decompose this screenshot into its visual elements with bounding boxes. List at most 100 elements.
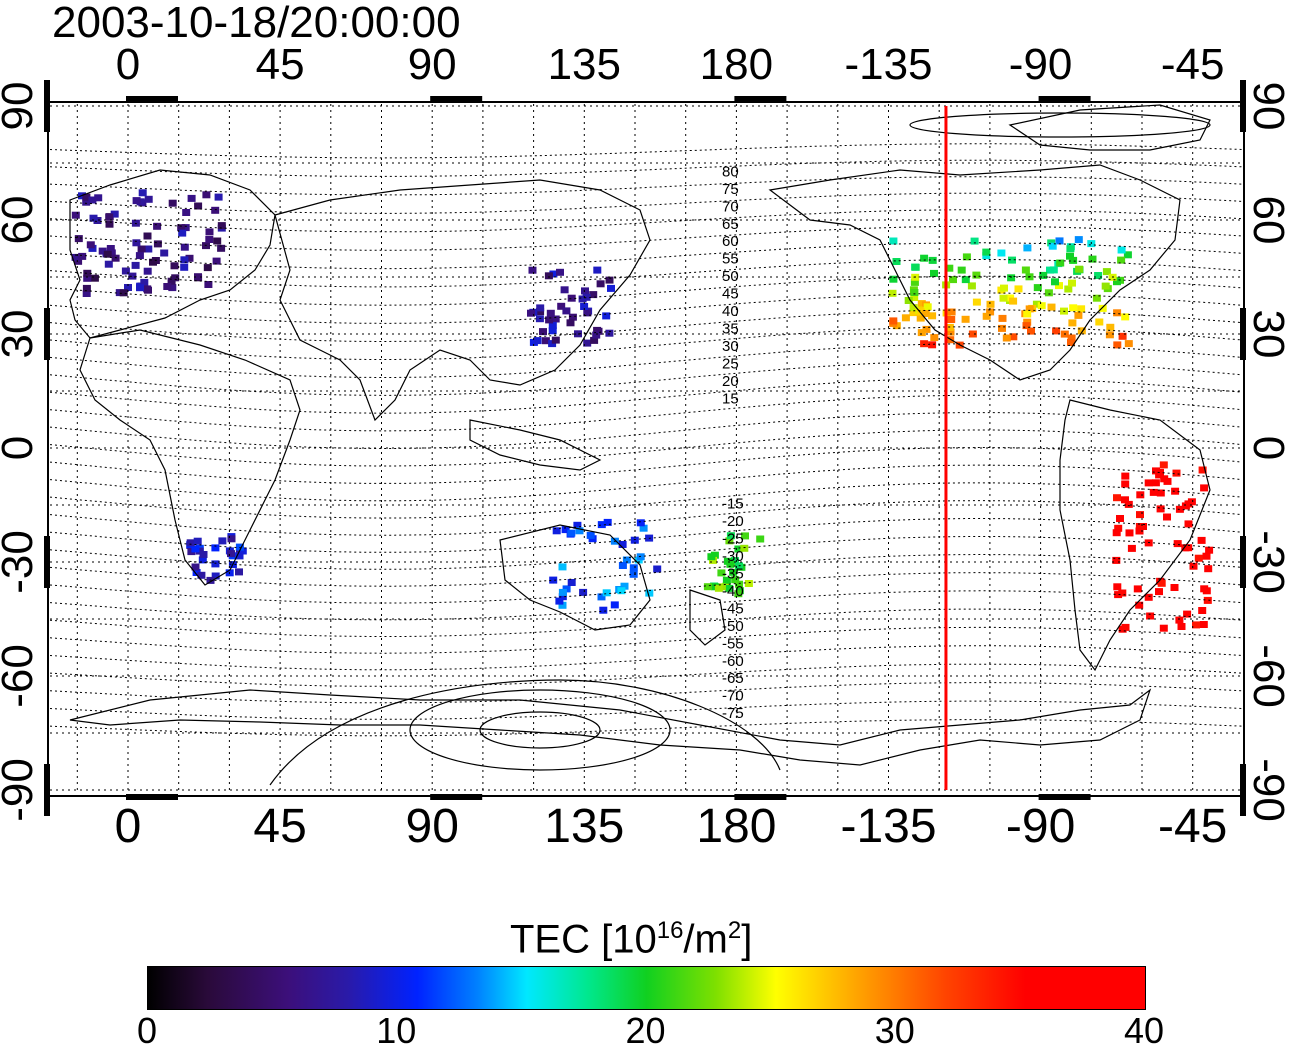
tec-cell [1074,236,1083,244]
tec-cell [622,556,631,564]
tec-cell [970,237,979,245]
tec-cell [1014,285,1023,293]
magnetic-contour [49,225,1243,251]
magnetic-contour [49,394,1243,432]
tec-cell [153,222,162,230]
tec-cell [1172,469,1181,477]
magnetic-contour [49,259,1243,288]
magnetic-contour [49,482,1243,519]
tec-cell [961,315,970,323]
tec-cell [575,527,584,535]
tec-cell [110,210,119,218]
magnetic-contour [49,360,1243,396]
lat-tick-right: 30 [1244,309,1292,359]
tec-cell [889,237,898,245]
tec-cell [910,289,919,296]
tec-cell [238,547,247,555]
tec-cell [1055,237,1064,245]
tec-cell [1125,529,1134,537]
tec-cell [89,214,98,222]
tec-cell [143,232,152,240]
tec-cell [552,527,561,535]
tec-cell [1052,327,1061,335]
tec-cell [1171,487,1180,495]
tec-cell [185,254,194,262]
tec-cell [740,544,749,552]
contour-label: 20 [722,373,739,390]
lon-tick-bottom: -90 [1005,800,1076,853]
tec-cell [1112,529,1121,537]
tec-cell [730,557,739,565]
tec-cell [986,308,995,316]
frame-tick [44,536,50,588]
tec-cell [610,601,619,609]
tec-cell [567,579,576,586]
tec-cell [916,314,925,322]
tec-cell [756,535,765,543]
tec-cell [1117,256,1126,264]
tec-cell [213,237,222,245]
tec-cell [180,263,189,271]
tec-cell [592,331,601,339]
tec-cell [1105,331,1114,339]
lat-tick-left: 60 [0,195,42,245]
tec-cell [103,250,112,258]
tec-cell [629,564,638,572]
tec-cell [204,281,213,288]
tec-cell [82,193,91,201]
tec-cell [1127,544,1136,552]
tec-cell [1068,319,1077,327]
tec-cell [1069,256,1078,264]
tec-cell [545,316,554,324]
magnetic-contour [49,700,1243,720]
frame-tick [44,80,50,132]
tec-cell [1002,334,1011,342]
tec-cell [138,189,147,197]
tec-cell [106,245,115,252]
tec-cell [1144,479,1153,487]
frame-tick [1240,536,1246,588]
tec-cell [729,568,738,576]
tec-cell [1199,621,1208,628]
contour-label: 45 [722,286,739,303]
tec-cell [548,327,557,335]
tec-cell [1027,327,1035,335]
tec-cell [972,271,981,279]
tec-cell [1067,334,1076,342]
contour-label: 55 [722,251,739,268]
tec-cell [90,274,99,282]
tec-cell [178,229,187,237]
tec-cell [541,337,550,345]
contour-label: -40 [722,583,744,600]
lat-tick-left: 0 [0,436,42,460]
tec-cell [1023,310,1032,318]
tec-cell [1066,252,1074,260]
tec-cell [1114,591,1123,599]
lat-tick-right: 60 [1244,195,1292,245]
tec-cell [917,329,926,337]
frame-tick [430,794,483,800]
tec-cell [1077,305,1086,313]
tec-cell [653,565,662,573]
magnetic-contour [49,590,1243,621]
tec-cell [1136,511,1144,519]
tec-cell [199,551,208,558]
tec-cell [1117,246,1126,254]
tec-cell [967,282,976,290]
contour-label: -75 [722,705,744,722]
tec-cell [645,589,654,597]
tec-cell [561,526,570,534]
tec-cell [618,562,627,569]
magnetic-contour [49,429,1243,467]
tec-cell [533,337,542,345]
tec-cell [731,576,740,584]
tec-cell [1113,278,1121,286]
colorbar-tick: 20 [625,1010,666,1051]
tec-cell [1112,556,1121,564]
tec-cell [734,590,743,598]
magnetic-contour [49,192,1243,214]
tec-cell [597,593,606,601]
tec-cell [722,576,731,584]
tec-cell [1074,311,1083,319]
tec-cell [618,541,627,548]
